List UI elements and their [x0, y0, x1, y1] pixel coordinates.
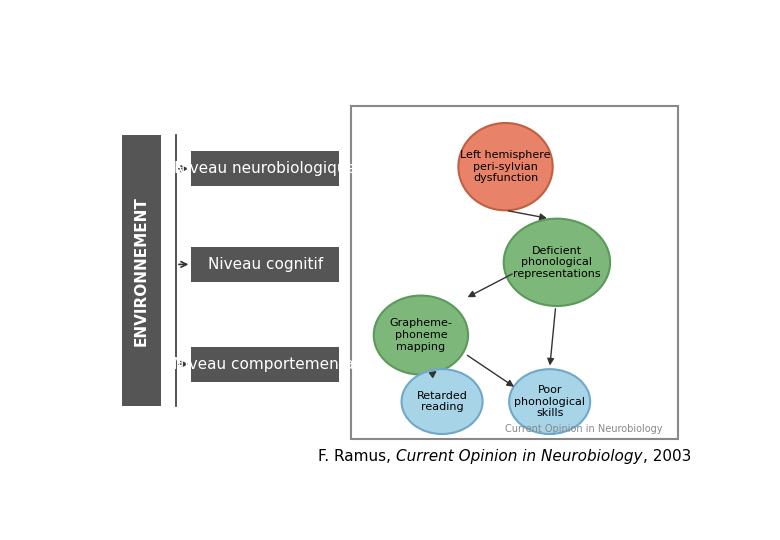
Ellipse shape [504, 219, 610, 306]
Ellipse shape [374, 295, 468, 375]
Text: Niveau comportemental: Niveau comportemental [172, 357, 358, 372]
FancyBboxPatch shape [191, 151, 339, 186]
Text: Current Opinion in Neurobiology: Current Opinion in Neurobiology [505, 424, 663, 434]
Text: Left hemisphere
peri-sylvian
dysfunction: Left hemisphere peri-sylvian dysfunction [460, 150, 551, 183]
Text: ENVIRONNEMENT: ENVIRONNEMENT [134, 195, 149, 346]
FancyBboxPatch shape [191, 247, 339, 282]
FancyBboxPatch shape [351, 106, 678, 439]
Ellipse shape [459, 123, 553, 210]
Text: Retarded
reading: Retarded reading [417, 391, 467, 413]
FancyBboxPatch shape [191, 347, 339, 382]
Text: Niveau cognitif: Niveau cognitif [207, 257, 323, 272]
Ellipse shape [402, 369, 483, 434]
Text: F. Ramus,: F. Ramus, [318, 449, 396, 464]
Text: Poor
phonological
skills: Poor phonological skills [514, 385, 585, 418]
Text: Deficient
phonological
representations: Deficient phonological representations [513, 246, 601, 279]
Text: Grapheme-
phoneme
mapping: Grapheme- phoneme mapping [389, 319, 452, 352]
Text: Current Opinion in Neurobiology: Current Opinion in Neurobiology [396, 449, 643, 464]
Text: Niveau neurobiologique: Niveau neurobiologique [174, 161, 356, 176]
Text: , 2003: , 2003 [643, 449, 691, 464]
Ellipse shape [509, 369, 590, 434]
FancyBboxPatch shape [122, 136, 161, 406]
